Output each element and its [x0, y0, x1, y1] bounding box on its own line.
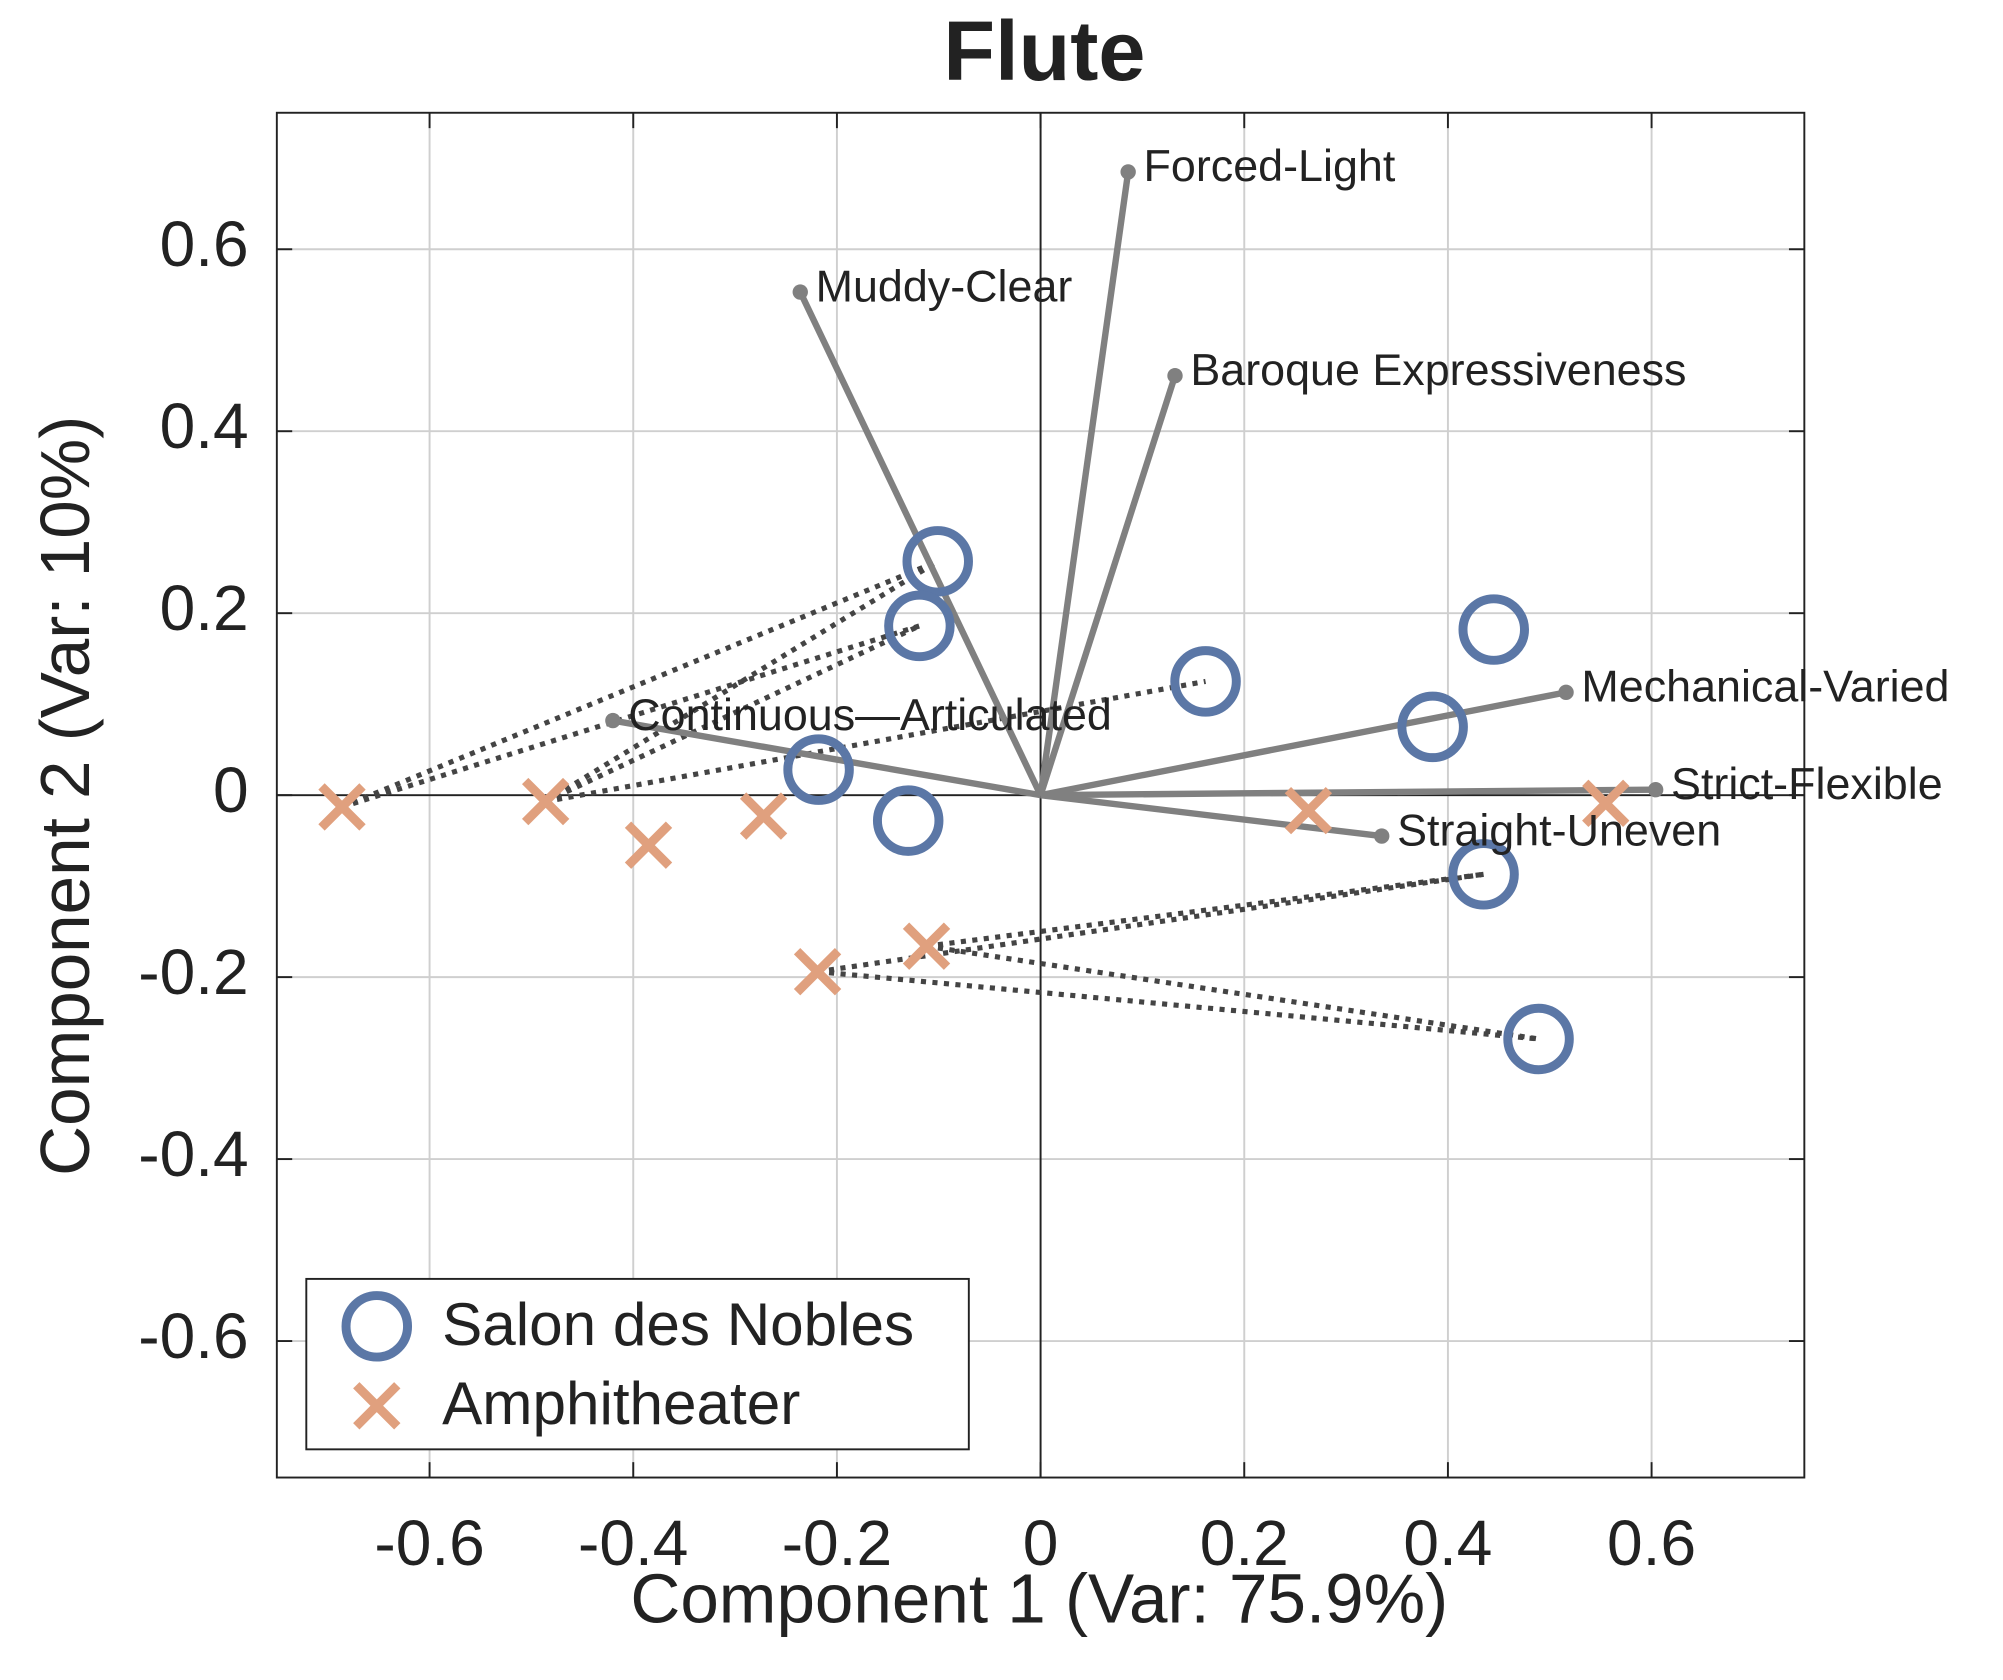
- loading-vector: [797, 290, 1044, 797]
- loading-label: Straight-Uneven: [1397, 804, 1721, 855]
- point-cross: [1284, 786, 1333, 835]
- x-tick-label: 0.4: [1403, 1507, 1492, 1579]
- y-tick-label: -0.6: [138, 1300, 248, 1372]
- loading-vector: [1037, 171, 1132, 796]
- link-line: [341, 558, 939, 810]
- point-circle: [1448, 839, 1519, 910]
- x-tick-label: -0.2: [782, 1507, 892, 1579]
- point-circle: [872, 785, 944, 856]
- loading-tip: [605, 712, 621, 729]
- loading-tip: [792, 284, 808, 300]
- link-line: [341, 623, 921, 810]
- chart-title: Flute: [943, 3, 1145, 98]
- loading-label: Forced-Light: [1144, 140, 1396, 191]
- point-cross: [1582, 779, 1630, 828]
- point-cross: [739, 792, 788, 840]
- link-line: [926, 871, 1484, 949]
- y-tick-label: -0.4: [138, 1118, 248, 1190]
- x-tick-label: 0: [1023, 1507, 1059, 1579]
- loading-label: Muddy-Clear: [816, 260, 1073, 311]
- x-tick-label: -0.6: [374, 1507, 484, 1579]
- y-tick-label: -0.2: [138, 936, 248, 1008]
- link-line: [926, 943, 1539, 1042]
- point-cross: [318, 783, 366, 831]
- loading-tip: [1374, 828, 1390, 844]
- loading-tip: [1120, 164, 1136, 180]
- y-tick-label: 0.4: [160, 390, 249, 462]
- loading-tip: [1647, 782, 1664, 798]
- link-line: [545, 678, 1207, 805]
- x-tick-label: 0.6: [1607, 1507, 1696, 1579]
- point-cross: [902, 922, 951, 970]
- loading-label: Mechanical-Varied: [1581, 661, 1949, 712]
- loading-tip: [1167, 368, 1183, 384]
- loading-label: Continuous—Articulated: [628, 689, 1112, 740]
- plot-frame: [275, 111, 1806, 1479]
- loading-tip: [1558, 684, 1574, 701]
- point-circle: [341, 1291, 413, 1362]
- legend-box: [305, 1277, 970, 1451]
- point-circle: [1397, 691, 1468, 763]
- loading-vector: [1037, 374, 1179, 797]
- point-circle: [1503, 1003, 1574, 1075]
- loading-label: Strict-Flexible: [1671, 758, 1943, 809]
- legend-label: Salon des Nobles: [442, 1290, 914, 1358]
- x-axis-label: Component 1 (Var: 75.9%): [630, 1560, 1448, 1638]
- loading-vector: [612, 717, 1042, 799]
- point-cross: [353, 1382, 401, 1430]
- point-circle: [1458, 594, 1529, 665]
- link-line: [817, 871, 1484, 975]
- loading-vector: [1040, 791, 1383, 840]
- loading-vector: [1039, 689, 1567, 799]
- point-circle: [783, 734, 854, 805]
- y-axis-label: Component 2 (Var: 10%): [26, 416, 104, 1176]
- x-tick-label: -0.4: [578, 1507, 688, 1579]
- link-line: [817, 969, 1539, 1042]
- y-tick-label: 0.6: [160, 208, 249, 280]
- loading-vector: [1040, 786, 1656, 799]
- y-tick-label: 0.2: [160, 572, 249, 644]
- loading-label: Baroque Expressiveness: [1190, 344, 1686, 395]
- point-circle: [884, 590, 955, 662]
- point-circle: [902, 526, 973, 597]
- point-circle: [1170, 646, 1241, 717]
- y-tick-label: 0: [213, 754, 249, 826]
- point-cross: [521, 777, 570, 826]
- legend-label: Amphitheater: [442, 1369, 800, 1437]
- point-cross: [624, 821, 673, 869]
- point-cross: [793, 947, 842, 996]
- link-line: [544, 559, 940, 804]
- x-tick-label: 0.2: [1200, 1507, 1289, 1579]
